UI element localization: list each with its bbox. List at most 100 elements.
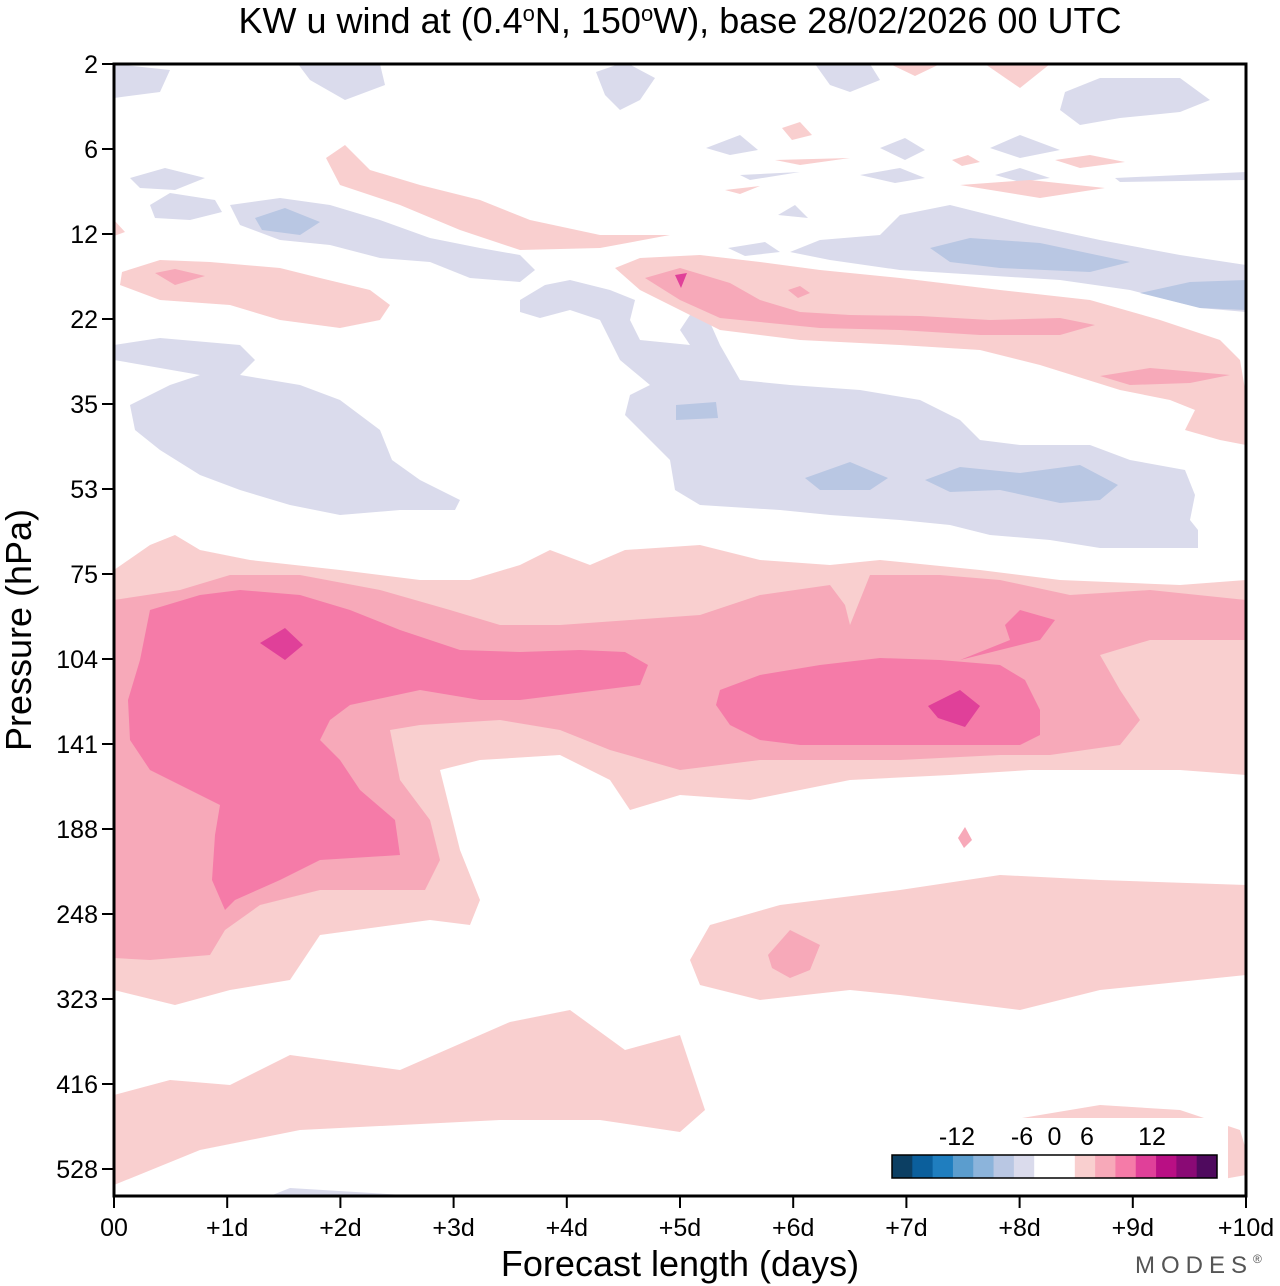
x-tick-label: +5d [659, 1214, 701, 1242]
contour-negative-3-upper-f [596, 64, 655, 110]
y-tick-label: 75 [70, 561, 98, 589]
y-tick-label: 323 [56, 986, 98, 1014]
y-tick-label: 22 [70, 306, 98, 334]
y-tick-label: 6 [84, 136, 98, 164]
x-axis: 00 +1d +2d +3d +4d +5d +6d +7d +8d +9d +10d [100, 1196, 1274, 1242]
colorbar-tick-label: 0 [1048, 1123, 1062, 1151]
contour-positive-3-lower-band [114, 1010, 705, 1185]
contour-negative-3-upper-e [298, 64, 385, 100]
contour-positive-12-peak-day1 [260, 628, 303, 660]
y-tick-label: 141 [56, 731, 98, 759]
colorbar-frame [891, 1154, 1218, 1179]
contour-negative-3-upper-c [130, 168, 205, 190]
colorbar-cell [912, 1155, 934, 1178]
x-tick-label: +9d [1112, 1214, 1154, 1242]
x-tick-label: +6d [772, 1214, 814, 1242]
contour-positive-6-top-j [788, 286, 810, 298]
x-tick-label: +4d [546, 1214, 588, 1242]
colorbar: -12 -6 0 6 12 [882, 1118, 1228, 1190]
contour-positive-3-upper-diag [326, 145, 670, 250]
contour-positive-6-upper-right-b [1100, 368, 1230, 385]
contour-negative-3-upper-p [1115, 172, 1246, 182]
x-tick-label: +1d [206, 1214, 248, 1242]
contour-negative-3-upper-r [995, 168, 1050, 182]
colorbar-cells [891, 1154, 1218, 1179]
title-degree-lat: o [523, 1, 535, 26]
contour-negative-3-upper-b [150, 193, 222, 220]
title-degree-lon: o [641, 1, 653, 26]
contour-positive-3-top-a [890, 64, 940, 76]
contour-positive-3-top-i [114, 220, 125, 236]
contour-positive-3-top-b [985, 64, 1050, 88]
contour-positive-3-top-c [782, 122, 812, 140]
contour-negative-3-upper-l [778, 205, 808, 218]
contour-negative-3-upper-n [880, 138, 925, 160]
colorbar-cell [1034, 1155, 1055, 1178]
colorbar-cell [1156, 1155, 1177, 1178]
colorbar-tick-label: 12 [1138, 1123, 1166, 1151]
colorbar-cell [1135, 1155, 1157, 1178]
colorbar-cell [1176, 1155, 1198, 1178]
contour-positive-9-upper-peak [675, 273, 687, 288]
y-tick-label: 248 [56, 901, 98, 929]
colorbar-cell [1115, 1155, 1137, 1178]
colorbar-tick-label: -6 [1011, 1123, 1033, 1151]
contour-positive-3-upper-left [120, 260, 390, 328]
colorbar-cell [973, 1155, 995, 1178]
y-tick-label: 2 [84, 51, 98, 79]
modes-logo: MODES® [1135, 1252, 1262, 1279]
contour-positive-6-upper-left [155, 269, 205, 285]
colorbar-cell [952, 1155, 974, 1178]
contour-negative-3-upper-h [1060, 78, 1210, 125]
y-tick-label: 528 [56, 1156, 98, 1184]
x-axis-title: Forecast length (days) [501, 1243, 859, 1284]
contour-positive-3-top-d [775, 158, 850, 165]
x-tick-label: +2d [319, 1214, 361, 1242]
contour-negative-6-upper-i [930, 238, 1130, 272]
colorbar-cell [1095, 1155, 1116, 1178]
colorbar-cell [1196, 1155, 1218, 1178]
x-tick-label: +3d [432, 1214, 474, 1242]
contour-positive-9-main [128, 590, 648, 910]
contour-negative-6-upper-j [1140, 280, 1246, 310]
contour-negative-3-upper-d [114, 64, 170, 98]
contour-negative-3-upper-m [706, 135, 758, 155]
contour-negative-3-upper-q [860, 168, 925, 183]
contour-positive-6-blob [768, 930, 820, 978]
contour-positive-9-spike [960, 610, 1055, 660]
y-tick-label: 35 [70, 391, 98, 419]
colorbar-cell [1013, 1155, 1035, 1178]
y-axis-title: Pressure (hPa) [0, 509, 39, 751]
contour-negative-6-a [676, 402, 718, 420]
contour-positive-3-top-g [725, 186, 760, 194]
contour-negative-3-upper-g [815, 64, 880, 92]
y-tick-label: 12 [70, 221, 98, 249]
contour-positive-3-top-f [1055, 155, 1125, 168]
colorbar-tick-label: -12 [939, 1123, 975, 1151]
contour-negative-6-c [925, 465, 1118, 503]
contour-negative-3-upper-s [740, 172, 800, 180]
contour-negative-6-upper-a [255, 208, 320, 235]
y-tick-label: 188 [56, 816, 98, 844]
contour-positive-3-upper-right [615, 255, 1246, 445]
contour-positive-3-top-h [952, 155, 980, 166]
contour-fill-layer [114, 64, 1246, 1196]
colorbar-tick-label: 6 [1080, 1123, 1094, 1151]
contour-negative-3-upper-o [990, 135, 1060, 158]
colorbar-cell [932, 1155, 954, 1178]
contour-positive-6-upper-right [645, 268, 1095, 335]
contour-positive-3-top-e [960, 180, 1105, 198]
contour-negative-3-left [114, 338, 460, 515]
contour-negative-3-upper-k [728, 242, 780, 256]
title-lon-suffix: W), base 28/02/2026 00 UTC [653, 0, 1121, 41]
colorbar-cell [993, 1155, 1015, 1178]
y-tick-label: 416 [56, 1071, 98, 1099]
contour-positive-3-tiny [958, 827, 972, 848]
y-tick-label: 53 [70, 476, 98, 504]
contour-positive-3-mid-right [690, 875, 1246, 1010]
y-tick-label: 104 [56, 646, 98, 674]
modes-logo-mark: ® [1253, 1252, 1262, 1266]
title-prefix: KW u wind at (0.4 [239, 0, 523, 41]
modes-logo-text: MODES [1135, 1252, 1253, 1279]
